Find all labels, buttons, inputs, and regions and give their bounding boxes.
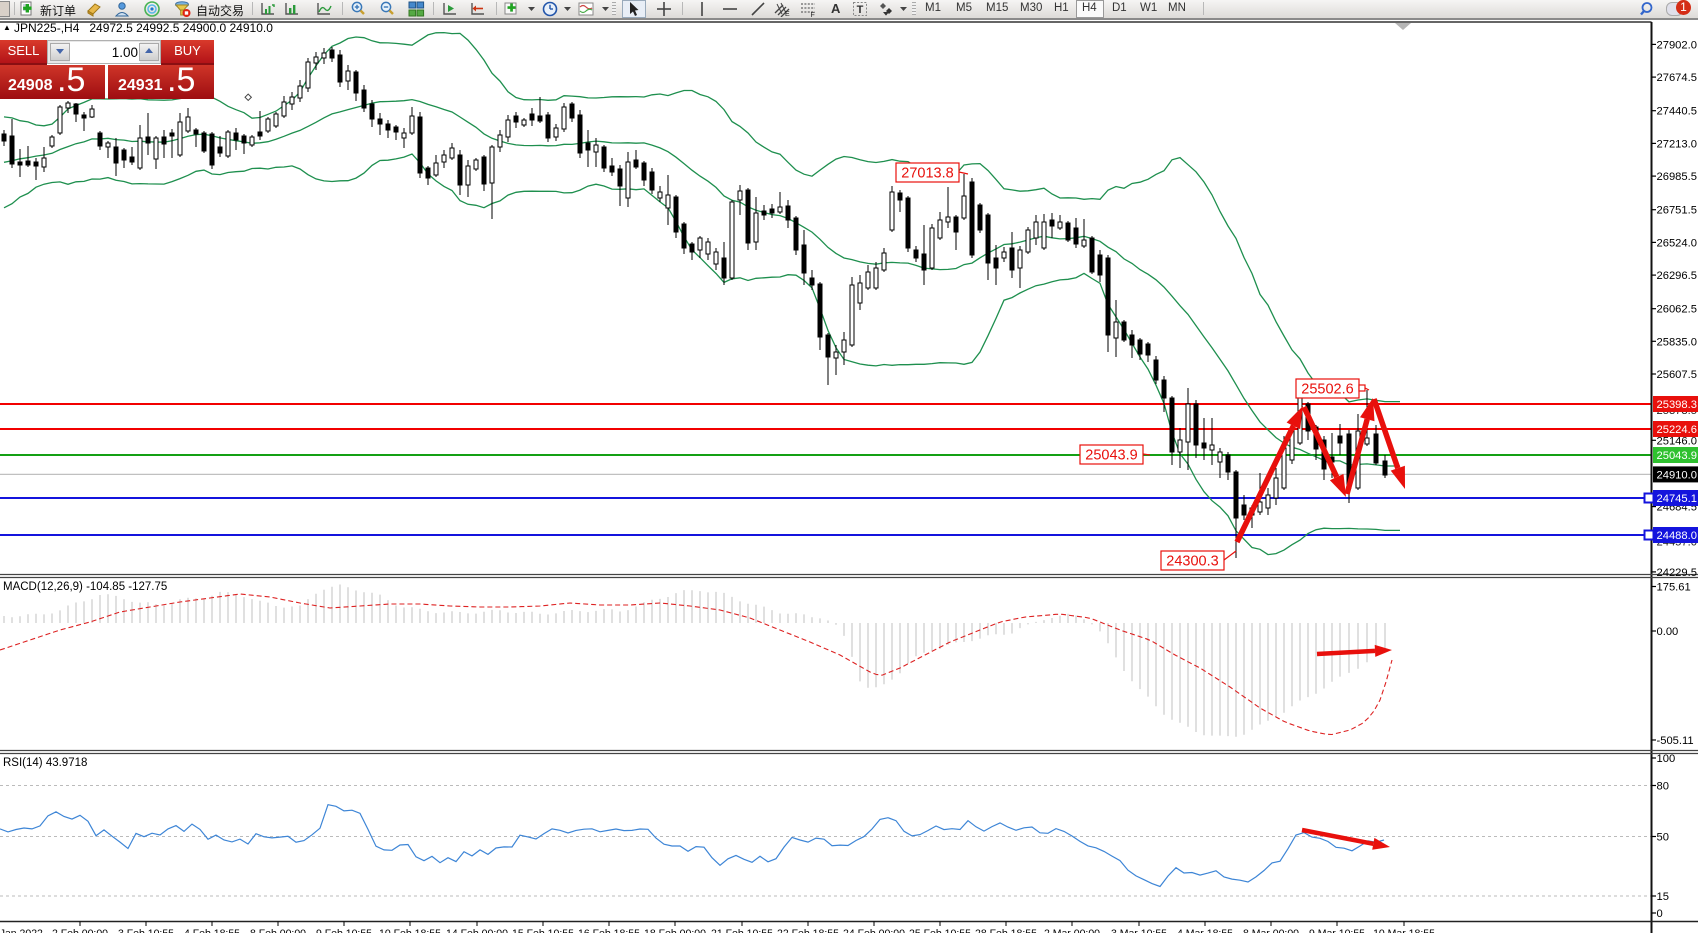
svg-text:10 Feb 18:55: 10 Feb 18:55 <box>379 928 441 933</box>
svg-text:26062.5: 26062.5 <box>1657 304 1697 316</box>
svg-text:25398.3: 25398.3 <box>1657 399 1697 411</box>
svg-text:-505.11: -505.11 <box>1657 735 1694 747</box>
svg-text:24300.3: 24300.3 <box>1166 554 1218 570</box>
svg-text:4 Feb 18:55: 4 Feb 18:55 <box>184 928 240 933</box>
svg-text:E: E <box>785 11 790 17</box>
svg-text:22 Feb 18:55: 22 Feb 18:55 <box>777 928 839 933</box>
svg-text:24745.1: 24745.1 <box>1657 493 1697 505</box>
svg-text:0: 0 <box>1657 908 1663 920</box>
svg-text:31 Jan 2022: 31 Jan 2022 <box>0 928 43 933</box>
svg-text:RSI(14) 43.9718: RSI(14) 43.9718 <box>3 757 87 769</box>
svg-text:27440.5: 27440.5 <box>1657 106 1697 118</box>
svg-text:100: 100 <box>1657 753 1676 765</box>
svg-text:25835.0: 25835.0 <box>1657 336 1697 348</box>
svg-text:24229.5: 24229.5 <box>1657 567 1697 579</box>
svg-text:21 Feb 10:55: 21 Feb 10:55 <box>711 928 773 933</box>
svg-text:26296.5: 26296.5 <box>1657 270 1697 282</box>
svg-text:25607.5: 25607.5 <box>1657 369 1697 381</box>
svg-text:MACD(12,26,9) -104.85 -127.75: MACD(12,26,9) -104.85 -127.75 <box>3 581 167 593</box>
svg-text:24684.5: 24684.5 <box>1657 502 1697 514</box>
svg-text:2 Mar 00:00: 2 Mar 00:00 <box>1044 928 1100 933</box>
svg-text:T: T <box>857 4 864 16</box>
svg-text:9 Feb 10:55: 9 Feb 10:55 <box>316 928 372 933</box>
svg-text:24488.0: 24488.0 <box>1657 530 1697 542</box>
svg-text:25146.0: 25146.0 <box>1657 435 1697 447</box>
svg-text:8 Mar 00:00: 8 Mar 00:00 <box>1243 928 1299 933</box>
svg-text:10 Mar 18:55: 10 Mar 18:55 <box>1373 928 1435 933</box>
svg-text:24910.0: 24910.0 <box>1657 469 1697 481</box>
svg-text:27013.8: 27013.8 <box>901 166 953 182</box>
svg-text:0.00: 0.00 <box>1657 626 1679 638</box>
svg-text:15: 15 <box>1657 891 1669 903</box>
svg-text:18 Feb 00:00: 18 Feb 00:00 <box>644 928 706 933</box>
svg-text:50: 50 <box>1657 832 1669 844</box>
svg-text:175.61: 175.61 <box>1657 582 1691 594</box>
svg-text:25502.6: 25502.6 <box>1301 382 1353 398</box>
svg-text:16 Feb 18:55: 16 Feb 18:55 <box>578 928 640 933</box>
svg-text:4 Mar 18:55: 4 Mar 18:55 <box>1177 928 1233 933</box>
svg-text:27902.0: 27902.0 <box>1657 39 1697 51</box>
svg-text:F: F <box>811 12 815 17</box>
svg-text:3 Feb 10:55: 3 Feb 10:55 <box>118 928 174 933</box>
svg-text:25043.9: 25043.9 <box>1657 450 1697 462</box>
svg-text:26751.5: 26751.5 <box>1657 205 1697 217</box>
svg-text:9 Mar 10:55: 9 Mar 10:55 <box>1309 928 1365 933</box>
svg-text:80: 80 <box>1657 781 1669 793</box>
svg-text:14 Feb 00:00: 14 Feb 00:00 <box>446 928 508 933</box>
svg-text:3 Mar 10:55: 3 Mar 10:55 <box>1111 928 1167 933</box>
svg-text:2 Feb 00:00: 2 Feb 00:00 <box>52 928 108 933</box>
svg-text:27213.0: 27213.0 <box>1657 138 1697 150</box>
svg-text:28 Feb 18:55: 28 Feb 18:55 <box>975 928 1037 933</box>
svg-text:26524.0: 26524.0 <box>1657 237 1697 249</box>
svg-text:8 Feb 00:00: 8 Feb 00:00 <box>250 928 306 933</box>
svg-text:15 Feb 10:55: 15 Feb 10:55 <box>512 928 574 933</box>
svg-text:25224.6: 25224.6 <box>1657 424 1697 436</box>
svg-text:24 Feb 00:00: 24 Feb 00:00 <box>843 928 905 933</box>
svg-text:26985.5: 26985.5 <box>1657 171 1697 183</box>
svg-text:25 Feb 10:55: 25 Feb 10:55 <box>909 928 971 933</box>
svg-text:27674.5: 27674.5 <box>1657 72 1697 84</box>
svg-text:25043.9: 25043.9 <box>1085 448 1137 464</box>
